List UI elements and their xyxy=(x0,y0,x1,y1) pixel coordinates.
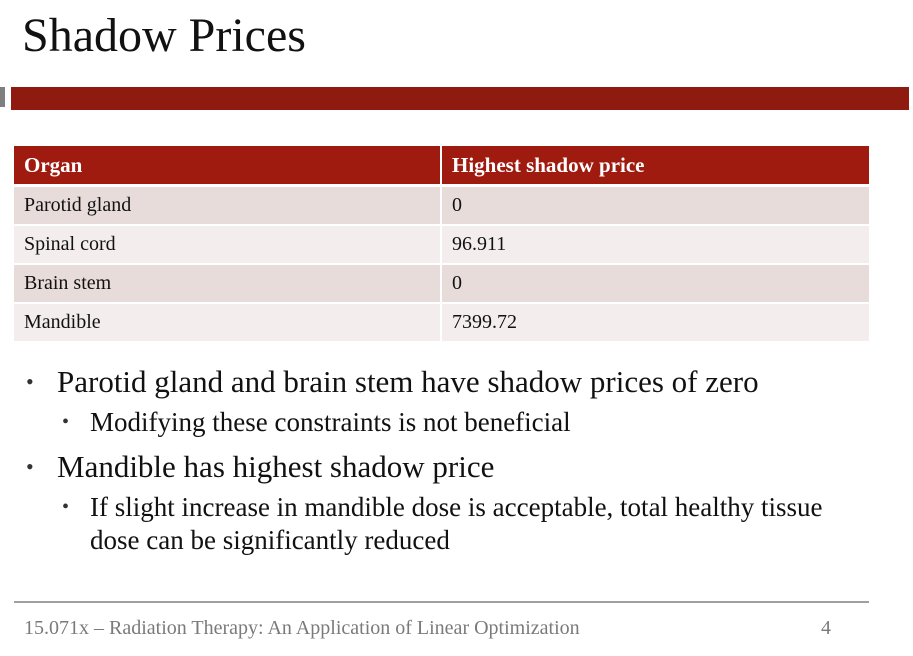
bullet-icon: • xyxy=(62,411,70,433)
bullet-list: • Parotid gland and brain stem have shad… xyxy=(0,362,913,565)
bullet-text: Mandible has highest shadow price xyxy=(57,449,495,484)
sub-bullet-item: • Modifying these constraints is not ben… xyxy=(0,406,913,439)
sub-bullet-text: If slight increase in mandible dose is a… xyxy=(90,492,823,555)
column-header-shadow-price: Highest shadow price xyxy=(440,146,869,187)
bullet-icon: • xyxy=(62,496,70,518)
bullet-item: • Parotid gland and brain stem have shad… xyxy=(0,362,913,402)
table-row: Spinal cord 96.911 xyxy=(14,225,869,265)
bullet-item: • Mandible has highest shadow price xyxy=(0,447,913,487)
footer-course-title: 15.071x – Radiation Therapy: An Applicat… xyxy=(24,617,580,639)
footer-divider xyxy=(14,601,869,603)
table-row: Mandible 7399.72 xyxy=(14,303,869,343)
slide-title: Shadow Prices xyxy=(22,9,306,62)
sub-bullet-text: Modifying these constraints is not benef… xyxy=(90,407,571,437)
title-accent-bar xyxy=(11,87,909,110)
sub-bullet-item: • If slight increase in mandible dose is… xyxy=(0,491,913,557)
shadow-price-table: Organ Highest shadow price Parotid gland… xyxy=(14,146,869,343)
table-row: Brain stem 0 xyxy=(14,264,869,304)
table-header-row: Organ Highest shadow price xyxy=(14,146,869,187)
shadow-price-cell: 96.911 xyxy=(440,225,869,265)
column-header-organ: Organ xyxy=(14,146,441,187)
bullet-text: Parotid gland and brain stem have shadow… xyxy=(57,364,759,399)
shadow-price-cell: 0 xyxy=(440,185,869,226)
page-number: 4 xyxy=(821,617,831,639)
shadow-price-cell: 0 xyxy=(440,264,869,304)
organ-cell: Parotid gland xyxy=(14,185,441,226)
table-row: Parotid gland 0 xyxy=(14,185,869,226)
organ-cell: Mandible xyxy=(14,303,441,343)
bullet-icon: • xyxy=(26,369,34,394)
organ-cell: Brain stem xyxy=(14,264,441,304)
shadow-price-cell: 7399.72 xyxy=(440,303,869,343)
left-edge-marker xyxy=(0,87,5,107)
bullet-icon: • xyxy=(26,454,34,479)
organ-cell: Spinal cord xyxy=(14,225,441,265)
